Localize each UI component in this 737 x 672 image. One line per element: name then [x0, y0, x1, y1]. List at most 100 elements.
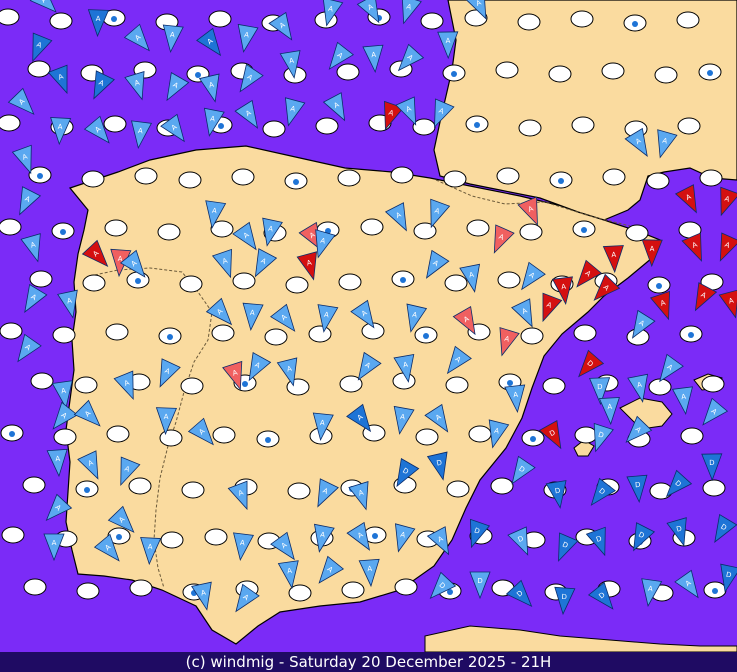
wind-flag-letter: A	[35, 41, 43, 50]
wind-flag-icon: A	[424, 403, 449, 433]
wind-flag-letter: D	[719, 523, 728, 533]
wind-flag-icon: A	[46, 448, 68, 478]
station-ellipse	[646, 172, 670, 190]
wind-flag-icon: A	[107, 505, 135, 533]
wind-flag-letter: A	[306, 259, 313, 268]
wind-flag-letter: A	[405, 105, 413, 114]
wind-flag-icon: A	[51, 380, 73, 409]
station-ellipse	[602, 168, 626, 186]
land-africa	[424, 625, 737, 653]
raindrop-icon	[60, 229, 66, 235]
station-ellipse	[420, 12, 444, 30]
wind-flag-icon: A	[279, 50, 301, 79]
wind-flag-letter: A	[117, 515, 126, 524]
station-ellipse	[495, 61, 519, 79]
wind-flag-letter: A	[221, 257, 228, 266]
wind-flag-letter: A	[493, 427, 500, 436]
wind-flag-icon: A	[348, 481, 369, 511]
wind-flag-icon: A	[7, 87, 35, 115]
wind-flag-icon: A	[318, 555, 345, 584]
station-ellipse	[27, 60, 51, 78]
station-ellipse	[497, 271, 521, 289]
wind-flag-letter: A	[241, 593, 250, 602]
wind-flag-icon: A	[268, 11, 293, 41]
station-ellipse	[699, 169, 723, 187]
station-ellipse	[208, 10, 232, 28]
wind-flag-icon: A	[123, 23, 150, 52]
wind-flag-letter: A	[634, 137, 642, 146]
station-ellipse	[680, 427, 704, 445]
footer-bar	[0, 652, 737, 672]
raindrop-icon	[37, 173, 43, 179]
wind-flag-letter: A	[661, 137, 668, 146]
wind-flag-letter: A	[289, 57, 295, 66]
wind-flag-letter: A	[728, 297, 735, 306]
wind-flag-letter: A	[402, 361, 408, 370]
wind-flag-icon: A	[155, 407, 178, 436]
station-ellipse	[204, 528, 228, 546]
wind-flags: A A A A A A A A A A A A A A A A A A A A A A A A A A A A A A A A A A A A A A A A…	[7, 0, 737, 616]
wind-flag-icon: A	[29, 0, 57, 13]
wind-flag-icon: A	[234, 99, 259, 129]
wind-flag-icon: D	[426, 451, 448, 481]
wind-flag-icon: A	[276, 357, 298, 387]
station-ellipse	[22, 476, 46, 494]
wind-flag-letter: A	[104, 543, 113, 552]
station-ellipse	[157, 223, 181, 241]
wind-flag-icon: D	[665, 469, 693, 498]
wind-flag-icon: A	[406, 303, 428, 333]
wind-flag-icon: A	[499, 327, 520, 357]
wind-flag-icon: D	[587, 581, 614, 610]
wind-flag-icon: A	[232, 221, 257, 251]
raindrop-icon	[712, 588, 718, 594]
wind-flag-letter: A	[387, 109, 394, 118]
wind-flag-letter: D	[561, 593, 567, 601]
wind-flag-letter: A	[681, 393, 687, 402]
station-ellipse	[49, 12, 73, 30]
wind-flag-icon: A	[81, 239, 109, 268]
wind-flag-icon: A	[166, 71, 190, 102]
raindrop-icon	[116, 534, 122, 540]
wind-flag-letter: A	[611, 251, 616, 259]
station-ellipse	[394, 578, 418, 596]
wind-flag-letter: A	[636, 381, 642, 390]
wind-flag-icon: D	[505, 579, 533, 608]
wind-flag-icon: A	[270, 303, 296, 332]
station-ellipse	[285, 276, 309, 294]
wind-flag-letter: A	[323, 311, 329, 320]
wind-flag-icon: A	[504, 384, 526, 414]
wind-flag-icon: A	[131, 120, 153, 150]
station-ellipse	[490, 477, 514, 495]
wind-flag-icon: D	[590, 477, 616, 506]
wind-flag-letter: A	[21, 153, 28, 162]
wind-flag-letter: A	[453, 355, 462, 364]
station-ellipse	[23, 578, 47, 596]
wind-flag-letter: A	[171, 81, 179, 90]
raindrop-icon	[111, 16, 117, 22]
wind-flag-icon: A	[50, 117, 72, 146]
wind-flag-icon: A	[346, 521, 371, 551]
raindrop-icon	[530, 436, 536, 442]
wind-flag-letter: A	[39, 0, 48, 4]
wind-flag-letter: A	[699, 291, 707, 300]
wind-flag-letter: A	[434, 413, 443, 422]
wind-flag-icon: A	[576, 259, 603, 288]
wind-flag-letter: D	[477, 577, 482, 585]
station-ellipse	[654, 66, 678, 84]
wind-flag-icon: A	[52, 401, 79, 430]
wind-flag-letter: A	[61, 387, 67, 396]
wind-flag-letter: A	[371, 51, 377, 59]
wind-flag-icon: A	[124, 71, 145, 101]
wind-flag-letter: A	[23, 343, 32, 352]
wind-flag-letter: A	[395, 211, 403, 220]
wind-flag-icon: A	[631, 309, 656, 339]
wind-flag-letter: A	[206, 37, 215, 46]
wind-flag-letter: A	[431, 259, 439, 268]
wind-flag-icon: A	[593, 273, 621, 301]
wind-flag-icon: A	[205, 200, 227, 229]
wind-flag-letter: D	[595, 535, 603, 544]
station-ellipse	[446, 480, 470, 498]
wind-flag-icon: A	[237, 23, 259, 53]
wind-flag-icon: D	[585, 526, 606, 557]
